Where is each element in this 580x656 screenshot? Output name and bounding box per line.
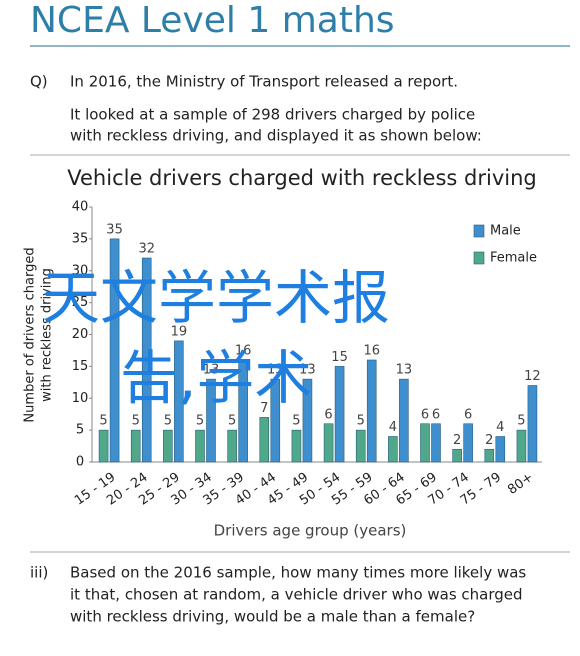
- y-tick-label: 5: [76, 423, 84, 438]
- bar: [452, 448, 462, 463]
- bar: [259, 417, 270, 463]
- data-label: 5: [196, 414, 204, 429]
- part-line: it that, chosen at random, a vehicle dri…: [70, 586, 523, 604]
- bar: [463, 423, 473, 463]
- y-tick-label: 35: [72, 231, 89, 246]
- data-label: 4: [496, 420, 504, 435]
- legend-label: Male: [490, 224, 521, 239]
- data-label: 35: [106, 222, 123, 237]
- data-label: 6: [464, 407, 472, 422]
- data-label: 15: [331, 350, 348, 365]
- data-label: 4: [389, 420, 397, 435]
- data-label: 16: [235, 344, 252, 359]
- bar: [270, 378, 281, 463]
- data-label: 12: [524, 369, 541, 384]
- y-tick-label: 15: [72, 359, 89, 374]
- y-tick-label: 20: [72, 327, 89, 342]
- data-label: 5: [132, 414, 140, 429]
- data-label: 5: [99, 414, 107, 429]
- legend-swatch: [473, 224, 485, 238]
- data-label: 6: [324, 407, 332, 422]
- y-tick-label: 30: [72, 263, 89, 278]
- bar: [238, 359, 248, 463]
- bar: [484, 448, 495, 463]
- x-tick-label: 80+: [505, 470, 536, 498]
- bar: [516, 429, 527, 463]
- bar: [141, 257, 152, 463]
- question-line: It looked at a sample of 298 drivers cha…: [70, 106, 475, 124]
- data-label: 7: [260, 401, 268, 416]
- y-tick-label: 10: [72, 391, 89, 406]
- bar: [420, 423, 430, 463]
- bar: [366, 359, 377, 463]
- bar: [195, 429, 205, 463]
- data-label: 6: [432, 407, 440, 422]
- x-axis-label: Drivers age group (years): [214, 522, 407, 540]
- bar: [399, 378, 409, 463]
- bar: [527, 385, 538, 463]
- y-axis-label: with reckless driving: [40, 268, 55, 402]
- data-label: 5: [357, 414, 365, 429]
- bar: [174, 340, 184, 463]
- data-label: 2: [485, 433, 493, 448]
- bar: [98, 429, 109, 463]
- bar: [130, 429, 141, 463]
- y-tick-label: 25: [72, 295, 89, 310]
- bar: [323, 423, 334, 463]
- bar: [388, 436, 398, 463]
- watermark: 天文学学术报: [42, 264, 390, 332]
- data-label: 13: [267, 363, 284, 378]
- y-tick-label: 0: [76, 455, 84, 470]
- part-line: with reckless driving, would be a male t…: [70, 608, 475, 626]
- data-label: 2: [453, 433, 461, 448]
- bar: [302, 378, 313, 463]
- chart-title: Vehicle drivers charged with reckless dr…: [67, 166, 536, 190]
- bar: [206, 378, 216, 463]
- data-label: 16: [363, 344, 380, 359]
- question-line: In 2016, the Ministry of Transport relea…: [70, 73, 458, 91]
- data-label: 32: [138, 242, 155, 257]
- bar: [431, 423, 441, 463]
- bar: [227, 429, 237, 463]
- data-label: 5: [164, 414, 172, 429]
- bar: [355, 429, 366, 463]
- data-label: 13: [299, 363, 316, 378]
- watermark: 告,学术: [120, 344, 312, 412]
- page-title: NCEA Level 1 maths: [30, 0, 395, 41]
- legend-label: Female: [490, 251, 537, 266]
- part-line: Based on the 2016 sample, how many times…: [70, 564, 526, 582]
- y-axis-label: Number of drivers charged: [23, 247, 38, 422]
- data-label: 5: [228, 414, 236, 429]
- data-label: 6: [421, 407, 429, 422]
- question-label: Q): [30, 73, 48, 91]
- y-tick-label: 40: [72, 200, 89, 215]
- data-label: 13: [396, 363, 413, 378]
- bar: [109, 238, 120, 463]
- part-label: iii): [30, 564, 48, 582]
- bar: [291, 429, 302, 463]
- bar: [495, 436, 506, 463]
- data-label: 13: [203, 363, 220, 378]
- question-line: with reckless driving, and displayed it …: [70, 127, 482, 145]
- legend-swatch: [473, 251, 485, 265]
- data-label: 5: [292, 414, 300, 429]
- bar: [163, 429, 173, 463]
- data-label: 19: [171, 324, 188, 339]
- data-label: 5: [517, 414, 525, 429]
- bar: [334, 366, 345, 463]
